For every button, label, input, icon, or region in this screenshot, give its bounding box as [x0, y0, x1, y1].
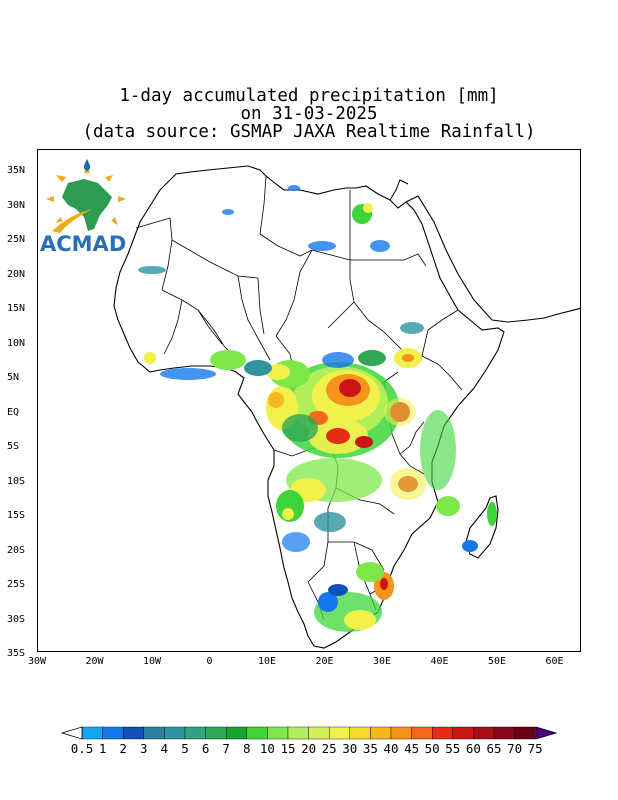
colorbar-label: 45 — [404, 741, 420, 756]
colorbar-label: 7 — [222, 741, 230, 756]
colorbar-label: 70 — [507, 741, 523, 756]
colorbar-label: 1 — [98, 741, 107, 756]
colorbar-high-arrow — [535, 726, 558, 740]
colorbar-label: 15 — [280, 741, 296, 756]
lat-tick-label: 30N — [7, 199, 26, 211]
lat-tick-label: 35N — [7, 165, 26, 176]
lat-tick-label: 5N — [7, 372, 20, 383]
map-frame — [37, 149, 581, 652]
lat-tick-label: 25S — [7, 579, 26, 590]
colorbar-label: 5 — [181, 741, 189, 756]
lon-tick-label: 30E — [372, 656, 392, 667]
colorbar-cell — [493, 726, 515, 740]
colorbar-label: 3 — [140, 741, 148, 756]
lon-tick-label: 30W — [27, 656, 47, 667]
colorbar-cell — [329, 726, 351, 740]
colorbar-cell — [411, 726, 433, 740]
colorbar-cell — [143, 726, 165, 740]
colorbar-cell — [473, 726, 495, 740]
lat-tick-label: 5S — [7, 441, 20, 452]
africa-coastline — [113, 165, 505, 649]
colorbar-cell — [514, 726, 536, 740]
acmad-logo-text: ACMAD — [40, 232, 127, 256]
colorbar-cell — [287, 726, 309, 740]
lon-tick-label: 20W — [85, 656, 104, 667]
colorbar-label: 60 — [465, 741, 481, 756]
title-line-2: on 31-03-2025 — [240, 104, 378, 124]
lon-tick-label: 0 — [206, 656, 213, 667]
precipitation-map — [113, 165, 580, 649]
colorbar-label: 25 — [321, 741, 337, 756]
colorbar-label: 8 — [243, 741, 251, 756]
acmad-logo-icon — [46, 159, 126, 233]
lat-tick-label: 15S — [7, 510, 26, 521]
colorbar-cell — [184, 726, 206, 740]
lat-tick-label: 30S — [7, 613, 26, 625]
lat-tick-label: 25N — [7, 234, 26, 245]
lon-tick-label: 50E — [487, 656, 507, 667]
lon-tick-label: 60E — [545, 656, 564, 667]
colorbar-cell — [102, 726, 124, 740]
colorbar-cell — [390, 726, 412, 740]
colorbar-cell — [164, 726, 186, 740]
lat-tick-label: 10S — [7, 475, 26, 487]
colorbar-label: 2 — [119, 741, 127, 756]
colorbar-label: 20 — [301, 741, 317, 756]
title-line-1: 1-day accumulated precipitation [mm] — [119, 86, 499, 106]
lat-tick-label: 10N — [7, 337, 26, 349]
lat-tick-label: 20S — [7, 544, 26, 556]
sinai-coastline — [389, 179, 409, 201]
lat-tick-label: 35S — [7, 648, 26, 659]
lon-tick-label: 10E — [257, 656, 277, 667]
colorbar-cell — [267, 726, 289, 740]
colorbar-label: 55 — [445, 741, 461, 756]
colorbar-cell — [452, 726, 474, 740]
lat-tick-label: 15N — [7, 303, 26, 314]
colorbar-label: 4 — [160, 741, 169, 756]
colorbar-cell — [432, 726, 454, 740]
colorbar-label: 35 — [362, 741, 378, 756]
lat-tick-label: EQ — [7, 406, 20, 418]
colorbar-cell — [225, 726, 247, 740]
title-line-3: (data source: GSMAP JAXA Realtime Rainfa… — [82, 122, 536, 142]
colorbar-cell — [370, 726, 392, 740]
madagascar-outline — [465, 495, 499, 559]
colorbar-label: 0.5 — [70, 741, 94, 756]
colorbar-cell — [349, 726, 371, 740]
lon-tick-label: 20E — [315, 656, 334, 667]
colorbar-label: 6 — [201, 741, 210, 756]
colorbar-label: 65 — [486, 741, 502, 756]
colorbar-cell — [81, 726, 103, 740]
colorbar-label: 30 — [342, 741, 358, 756]
colorbar-label: 10 — [259, 741, 275, 756]
precipitation-field — [138, 185, 497, 632]
arabia-coastline — [405, 195, 580, 323]
lon-tick-label: 10W — [142, 656, 162, 667]
lon-tick-label: 40E — [430, 656, 449, 667]
colorbar-cell — [308, 726, 330, 740]
colorbar-cell — [205, 726, 227, 740]
colorbar-label: 50 — [424, 741, 440, 756]
colorbar-label: 40 — [383, 741, 399, 756]
colorbar-cell — [246, 726, 268, 740]
colorbar-cell — [122, 726, 144, 740]
lat-tick-label: 20N — [7, 268, 26, 280]
colorbar-label: 75 — [527, 741, 543, 756]
colorbar-low-arrow — [60, 726, 83, 740]
